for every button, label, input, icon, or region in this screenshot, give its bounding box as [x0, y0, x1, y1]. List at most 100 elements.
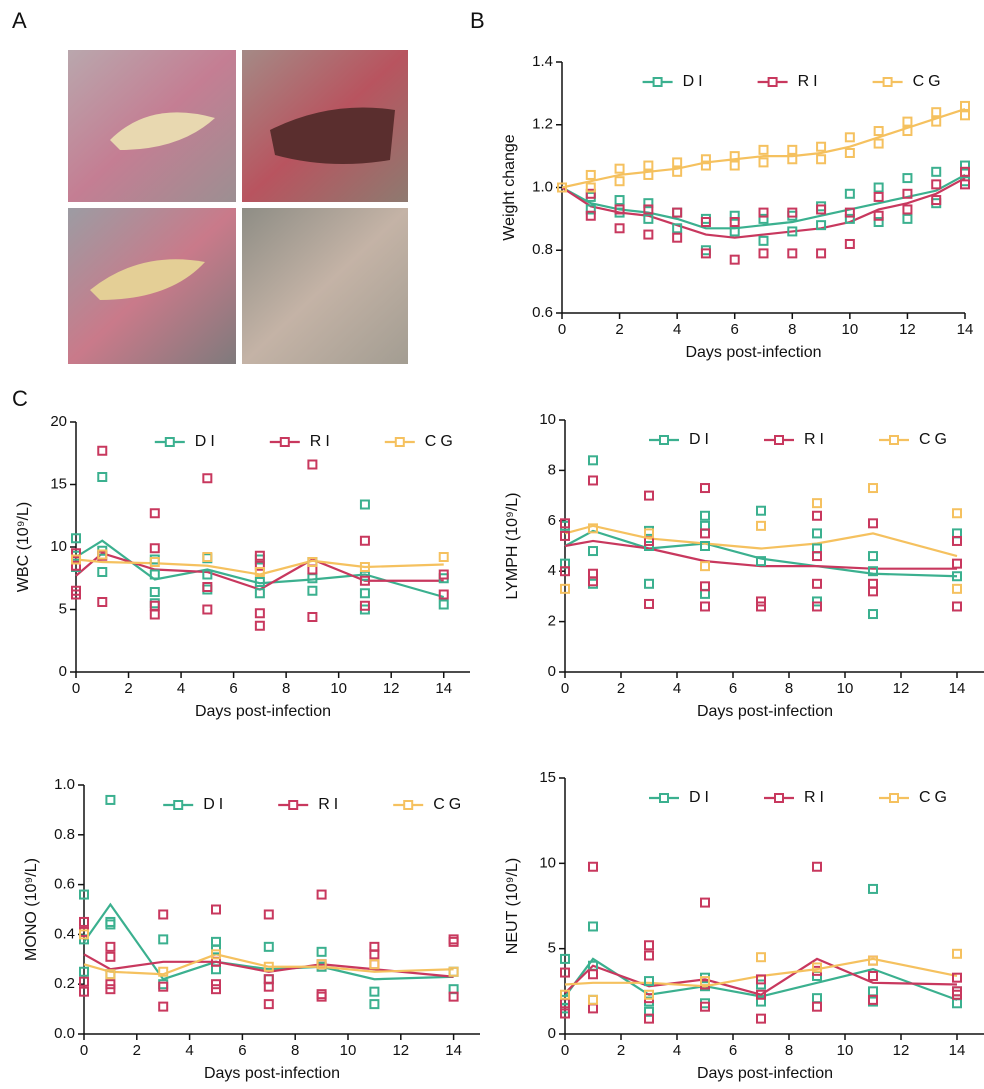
- replicate-point: [960, 166, 970, 177]
- x-tick-label: 10: [330, 680, 347, 697]
- replicate-point: [700, 248, 711, 259]
- legend-label: CG: [433, 796, 465, 813]
- replicate-point: [560, 583, 570, 594]
- replicate-point: [812, 993, 822, 1004]
- replicate-point: [812, 962, 822, 973]
- x-tick-label: 0: [558, 321, 566, 338]
- legend-label: DI: [195, 433, 219, 450]
- replicate-point: [812, 528, 822, 539]
- replicate-point: [756, 952, 766, 963]
- replicate-point: [588, 455, 598, 466]
- y-tick-label: 0.6: [54, 876, 75, 893]
- chart: 0.6 0.8 1.0 1.2 1.4 0 2 4 6 8 10 12 14 Days post-infe…: [501, 53, 973, 361]
- replicate-point: [644, 1013, 654, 1024]
- x-tick-label: 6: [229, 680, 237, 697]
- x-tick-label: 6: [729, 1042, 737, 1059]
- replicate-point: [960, 179, 970, 190]
- replicate-point: [644, 598, 654, 609]
- replicate-point: [812, 578, 822, 589]
- replicate-point: [149, 598, 160, 609]
- x-tick-label: 14: [435, 680, 452, 697]
- replicate-point: [644, 578, 654, 589]
- mean-line: [564, 957, 958, 1001]
- x-tick-label: 2: [617, 680, 625, 697]
- x-tick-label: 4: [185, 1042, 193, 1059]
- replicate-point: [359, 535, 370, 546]
- chart: 0 2 4 6 8 10 0 2 4 6 8 10 12 14 Days post-infection LYM…: [504, 411, 984, 720]
- legend-marker: [889, 435, 899, 445]
- y-tick-label: 10: [539, 854, 556, 871]
- legend-label: DI: [203, 796, 227, 813]
- replicate-point: [729, 210, 740, 221]
- y-tick-label: 0.6: [532, 304, 553, 321]
- replicate-point: [844, 207, 855, 218]
- legend-marker: [882, 77, 893, 87]
- replicate-point: [729, 217, 740, 228]
- replicate-point: [254, 567, 265, 577]
- y-axis-label: NEUT (10⁹/L): [504, 858, 521, 954]
- legend-marker: [659, 435, 669, 445]
- replicate-point: [369, 949, 380, 960]
- x-tick-label: 12: [893, 680, 910, 697]
- mean-line: [564, 957, 958, 996]
- mean-line: [561, 177, 966, 239]
- mean-line: [564, 957, 958, 988]
- replicate-point: [588, 921, 598, 932]
- replicate-point: [952, 972, 962, 983]
- replicate-point: [149, 600, 160, 611]
- x-tick-label: 12: [899, 321, 916, 338]
- mean-line: [561, 108, 966, 189]
- replicate-point: [672, 232, 683, 243]
- replicate-point: [316, 959, 327, 970]
- replicate-point: [105, 919, 116, 930]
- replicate-point: [700, 976, 710, 987]
- y-tick-label: 0.8: [532, 241, 553, 258]
- x-tick-label: 8: [282, 680, 290, 697]
- replicate-point: [644, 528, 654, 539]
- replicate-point: [202, 569, 213, 580]
- replicate-point: [307, 612, 318, 622]
- legend-marker: [889, 793, 899, 803]
- replicate-point: [644, 989, 654, 1000]
- x-axis-label: Days post-infection: [195, 703, 331, 720]
- replicate-point: [902, 126, 913, 137]
- replicate-point: [105, 984, 116, 995]
- replicate-point: [812, 596, 822, 607]
- x-tick-label: 4: [177, 680, 185, 697]
- replicate-point: [873, 126, 884, 137]
- replicate-point: [316, 991, 327, 1002]
- replicate-point: [588, 861, 598, 872]
- replicate-point: [700, 217, 711, 228]
- replicate-point: [263, 999, 274, 1010]
- mean-line: [564, 539, 957, 570]
- replicate-point: [614, 195, 625, 206]
- legend-marker: [774, 793, 784, 803]
- replicate-point: [211, 904, 221, 915]
- replicate-point: [359, 575, 370, 586]
- replicate-point: [952, 998, 962, 1009]
- legend-label: RI: [310, 433, 334, 450]
- y-tick-label: 8: [548, 461, 556, 478]
- replicate-point: [868, 970, 878, 981]
- replicate-point: [263, 981, 274, 992]
- replicate-point: [644, 940, 654, 951]
- replicate-point: [700, 528, 710, 539]
- y-axis-label: LYMPH (10⁹/L): [504, 492, 521, 599]
- replicate-point: [585, 169, 596, 180]
- replicate-point: [71, 533, 81, 544]
- replicate-point: [756, 996, 766, 1007]
- replicate-point: [105, 794, 116, 805]
- mean-line: [75, 539, 445, 599]
- replicate-point: [588, 994, 598, 1005]
- mean-line: [75, 552, 444, 591]
- x-tick-label: 8: [785, 680, 793, 697]
- replicate-point: [316, 946, 327, 957]
- legend-marker: [403, 800, 414, 810]
- replicate-point: [211, 949, 221, 960]
- replicate-point: [931, 116, 942, 127]
- replicate-point: [700, 510, 710, 521]
- y-axis-label: MONO (10⁹/L): [23, 858, 40, 961]
- replicate-point: [758, 235, 769, 246]
- replicate-point: [787, 154, 798, 165]
- replicate-point: [359, 588, 370, 599]
